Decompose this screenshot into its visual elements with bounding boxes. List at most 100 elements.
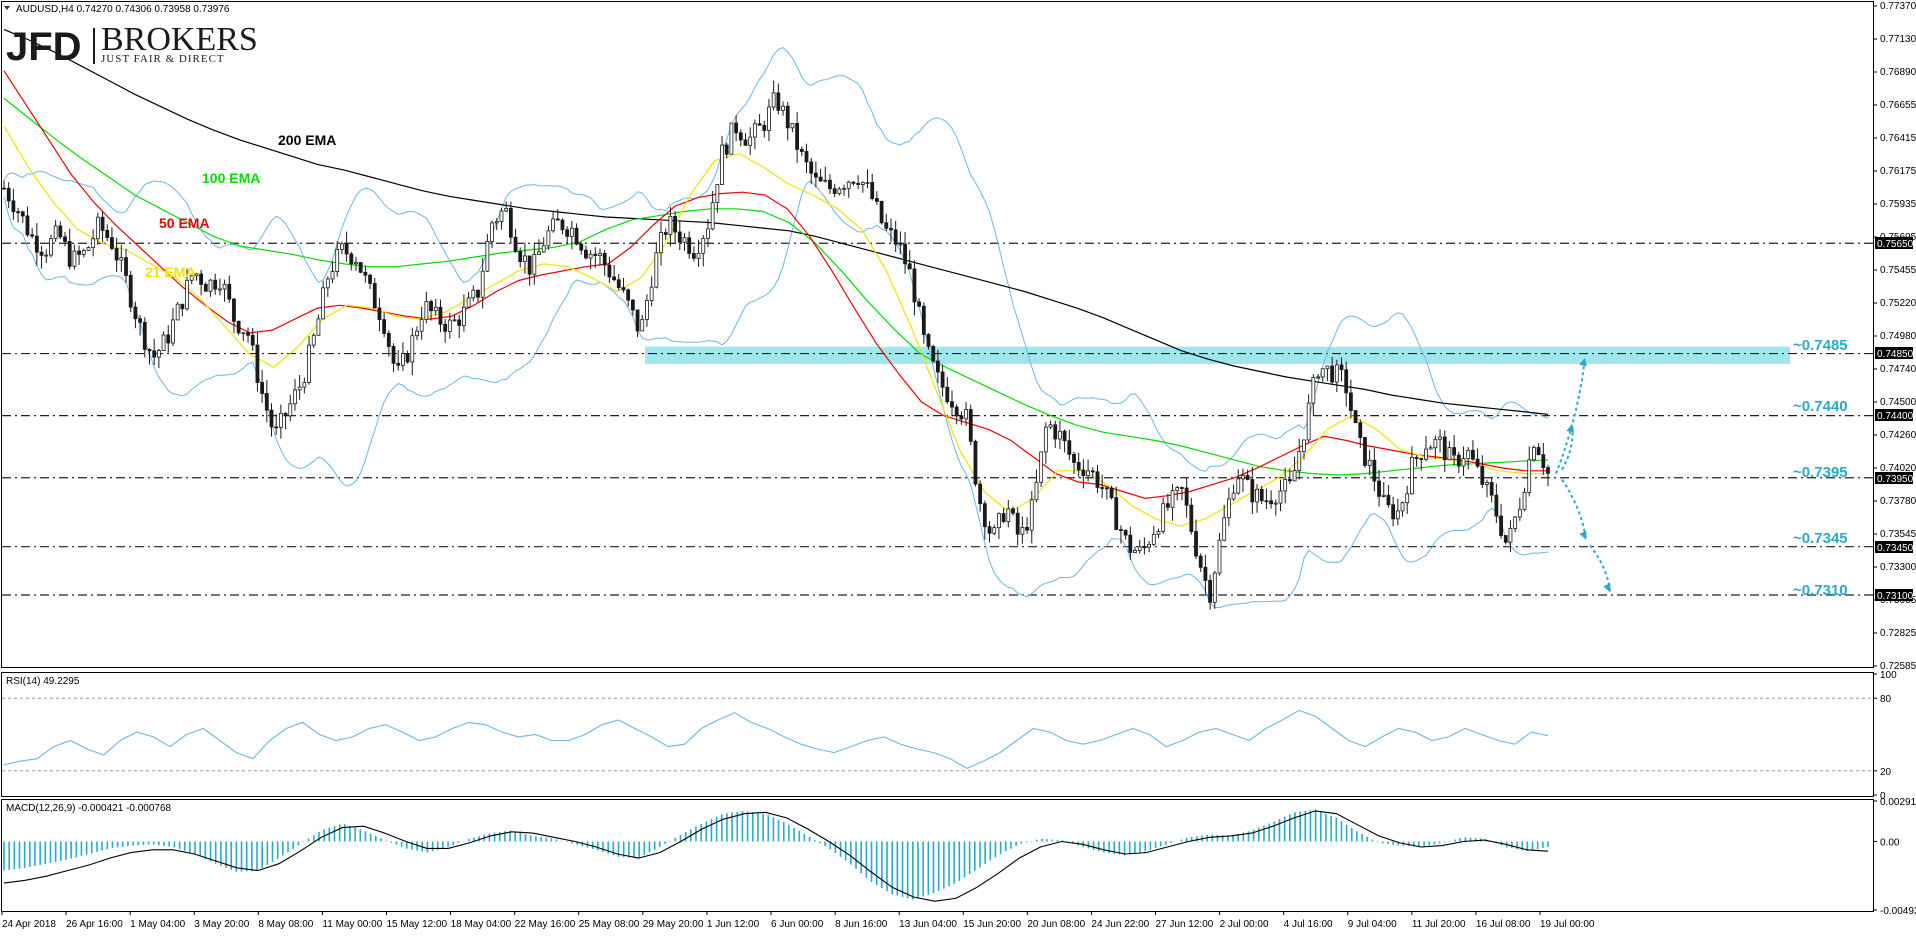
candle-body	[1419, 458, 1424, 460]
candle-body	[1156, 531, 1161, 535]
candle-body	[1297, 451, 1302, 471]
candle-body	[1348, 392, 1353, 411]
candle-body	[1372, 459, 1377, 482]
candle-body	[316, 318, 321, 336]
candle-body	[63, 236, 67, 242]
broker-logo: JFD BROKERS JUST FAIR & DIRECT	[6, 21, 258, 69]
ema50-label: 50 EMA	[159, 215, 210, 231]
level-label-7395: ~0.7395	[1793, 464, 1848, 481]
candle-body	[358, 262, 363, 273]
candle-body	[1170, 490, 1175, 508]
candle-body	[560, 219, 565, 231]
candle-body	[194, 273, 199, 277]
candle-body	[799, 148, 804, 152]
candle-body	[1180, 487, 1184, 489]
candle-body	[1320, 368, 1325, 378]
x-tick-label: 9 Jul 04:00	[1348, 919, 1397, 930]
candle-body	[1226, 498, 1231, 519]
candle-body	[288, 403, 293, 417]
main-panel-frame	[1, 1, 1874, 668]
ema-line-2	[3, 70, 1548, 500]
candle-body	[1081, 469, 1086, 477]
candle-body	[241, 332, 246, 335]
candle-body	[34, 235, 39, 253]
candle-body	[621, 287, 626, 291]
candle-body	[903, 243, 907, 265]
y-tick-label: 0.76890	[1880, 67, 1916, 78]
candle-body	[274, 426, 279, 429]
candle-body	[49, 238, 53, 256]
candle-body	[203, 284, 208, 292]
candle-body	[973, 440, 978, 485]
candle-body	[255, 344, 260, 383]
candle-body	[677, 231, 682, 243]
macd-y-tick-label: -0.004937	[1880, 906, 1916, 917]
dropdown-triangle-icon[interactable]	[4, 6, 10, 10]
candle-body	[1189, 504, 1194, 532]
candle-body	[415, 330, 419, 337]
candle-body	[1353, 410, 1358, 424]
candle-body	[419, 319, 424, 332]
candle-body	[1442, 436, 1447, 461]
candle-body	[1363, 437, 1367, 466]
candle-body	[635, 309, 640, 332]
x-tick-label: 15 Jun 20:00	[963, 919, 1021, 930]
x-tick-label: 18 May 04:00	[451, 919, 512, 930]
candle-body	[466, 297, 471, 308]
candle-body	[884, 222, 889, 229]
candle-body	[391, 346, 396, 364]
candle-body	[1480, 465, 1485, 485]
arrow-head-icon	[1579, 530, 1587, 540]
candle-body	[945, 386, 950, 403]
candle-body	[119, 257, 124, 261]
ema21-label: 21 EMA	[145, 264, 196, 280]
candle-body	[1499, 515, 1503, 536]
candle-body	[368, 274, 372, 284]
y-tick-label: 0.76175	[1880, 166, 1916, 177]
candle-body	[67, 241, 72, 267]
candle-body	[626, 289, 631, 301]
candle-body	[1325, 365, 1330, 370]
candle-body	[30, 234, 35, 237]
candle-body	[659, 232, 663, 254]
candle-body	[743, 139, 748, 146]
candle-body	[1532, 447, 1536, 461]
candle-body	[1161, 503, 1166, 532]
candle-body	[152, 350, 157, 358]
candle-body	[715, 184, 720, 204]
logo-tagline: JUST FAIR & DIRECT	[101, 53, 225, 65]
candle-body	[490, 222, 494, 242]
candle-body	[1316, 376, 1320, 379]
candle-body	[537, 251, 541, 255]
logo-brokers: BROKERS	[101, 21, 258, 58]
candle-body	[246, 332, 250, 336]
candle-body	[232, 298, 236, 322]
candle-body	[654, 252, 659, 288]
candle-body	[1194, 531, 1198, 557]
candle-body	[1517, 508, 1522, 518]
y-tick-label: 0.74740	[1880, 364, 1916, 375]
x-tick-label: 1 May 04:00	[130, 919, 185, 930]
candle-body	[931, 346, 936, 362]
x-tick-label: 29 May 20:00	[643, 919, 704, 930]
candle-body	[424, 301, 429, 320]
candle-body	[813, 172, 818, 178]
rsi-line	[3, 709, 1549, 770]
candle-body	[926, 334, 931, 347]
candle-body	[443, 323, 448, 332]
candle-body	[1104, 487, 1109, 490]
candle-body	[1438, 436, 1442, 440]
x-tick-label: 13 Jun 04:00	[899, 919, 957, 930]
candle-body	[518, 251, 523, 263]
candle-body	[846, 181, 851, 189]
candle-body	[1264, 500, 1269, 503]
candle-body	[767, 106, 771, 131]
candle-body	[1433, 438, 1438, 449]
y-tick-label: 0.73300	[1880, 562, 1916, 573]
candle-body	[1466, 449, 1471, 460]
candle-body	[433, 306, 438, 312]
candle-body	[321, 287, 326, 320]
candle-body	[1330, 365, 1335, 383]
candle-body	[1367, 459, 1372, 466]
